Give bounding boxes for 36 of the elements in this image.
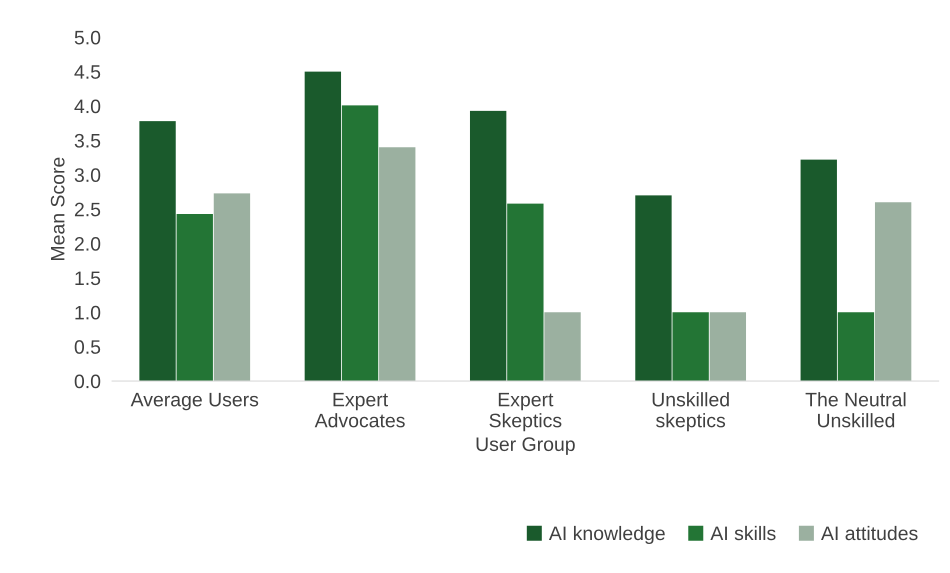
bar — [379, 147, 416, 382]
bar — [507, 204, 544, 382]
y-tick-label: 3.0 — [74, 168, 100, 182]
bar — [470, 110, 506, 382]
y-tick-label: 3.5 — [74, 134, 100, 148]
y-tick-label: 1.5 — [75, 272, 100, 286]
x-tick-label: The Neutral Unskilled — [806, 392, 906, 428]
x-tick-label: Average Users — [130, 392, 258, 410]
bar — [672, 312, 709, 382]
y-tick-label: 0.0 — [74, 374, 100, 388]
bar — [214, 193, 250, 382]
y-tick-label: 2.5 — [74, 202, 100, 216]
y-tick-label: 5.0 — [74, 30, 100, 44]
bar — [304, 72, 342, 382]
x-axis-title: User Group — [476, 437, 575, 455]
y-tick-label: 2.0 — [74, 236, 100, 251]
bar — [710, 312, 746, 382]
bar — [874, 202, 912, 382]
y-tick-label: 1.0 — [75, 306, 100, 320]
bar — [176, 214, 213, 382]
y-tick-label: 4.0 — [74, 99, 100, 114]
legend-label: AI knowledge — [548, 526, 665, 544]
legend-label: AI skills — [710, 526, 776, 540]
x-tick-label: Expert Advocates — [314, 392, 405, 428]
y-axis-title: Mean Score — [50, 158, 65, 260]
bar — [342, 105, 378, 382]
bar — [544, 312, 581, 382]
bar — [139, 121, 176, 382]
y-tick-label: 4.5 — [74, 65, 100, 79]
legend-label: AI attitudes — [821, 526, 918, 540]
bar — [838, 312, 874, 382]
y-tick-label: 0.5 — [74, 340, 100, 354]
x-tick-label: Unskilled skeptics — [652, 392, 729, 432]
x-tick-label: Expert Skeptics — [489, 392, 562, 432]
bar — [635, 195, 672, 382]
bar — [800, 160, 837, 382]
